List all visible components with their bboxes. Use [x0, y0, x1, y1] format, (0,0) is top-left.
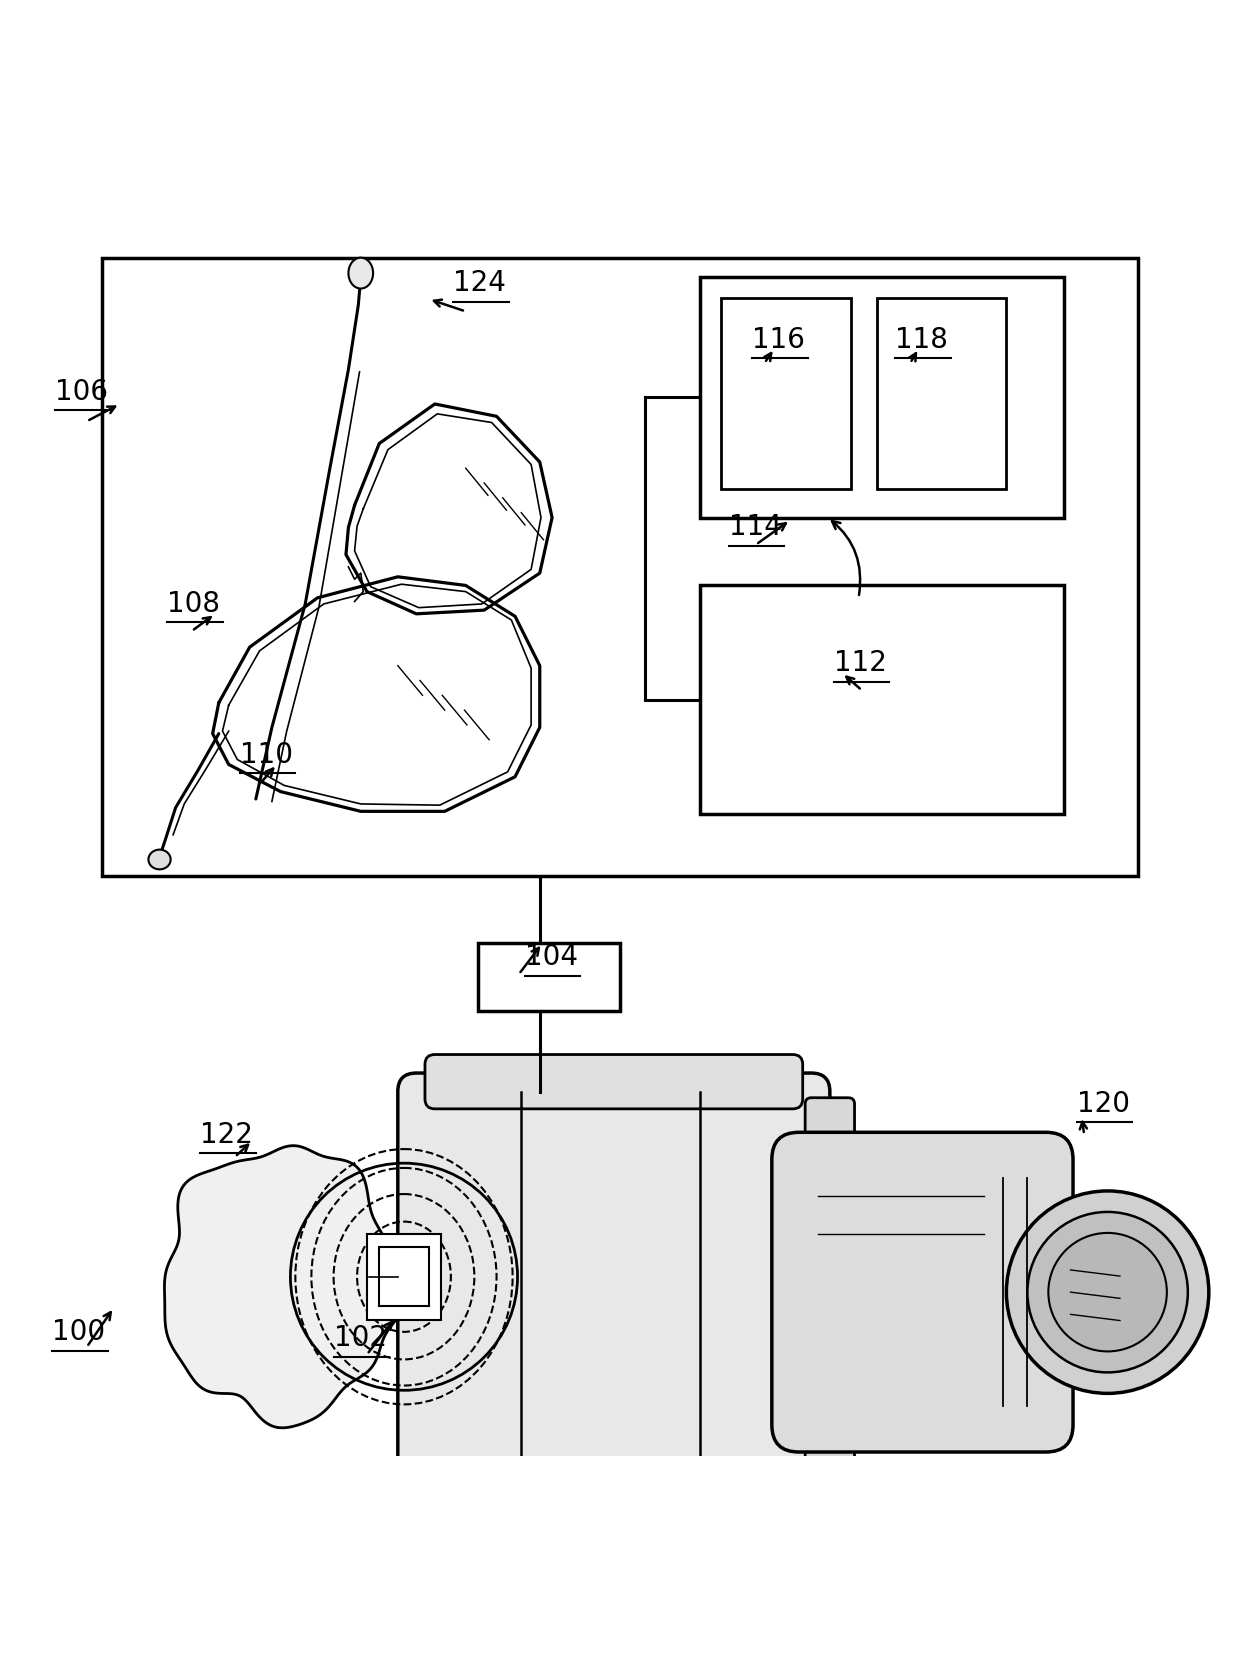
- Bar: [701, 585, 1064, 813]
- Bar: [527, 1622, 589, 1672]
- Text: 124: 124: [454, 268, 506, 297]
- FancyBboxPatch shape: [398, 1073, 830, 1640]
- Bar: [379, 1248, 429, 1306]
- Bar: [608, 1672, 701, 1677]
- FancyBboxPatch shape: [805, 1098, 854, 1617]
- Ellipse shape: [149, 850, 171, 869]
- Bar: [608, 1622, 670, 1672]
- Text: 114: 114: [729, 513, 781, 542]
- Bar: [102, 258, 1138, 875]
- Ellipse shape: [348, 258, 373, 288]
- Bar: [479, 944, 620, 1011]
- Text: 104: 104: [525, 942, 578, 971]
- Text: 110: 110: [239, 741, 293, 768]
- Text: 102: 102: [334, 1325, 387, 1352]
- Bar: [367, 1234, 441, 1320]
- Circle shape: [1048, 1233, 1167, 1352]
- Polygon shape: [165, 1145, 407, 1427]
- Text: 120: 120: [1076, 1090, 1130, 1119]
- Bar: [877, 299, 1007, 490]
- Text: 122: 122: [201, 1120, 253, 1149]
- Text: 100: 100: [52, 1318, 105, 1347]
- Text: 118: 118: [895, 325, 949, 354]
- Text: 116: 116: [753, 325, 805, 354]
- Text: 108: 108: [167, 590, 219, 617]
- Bar: [701, 277, 1064, 518]
- FancyBboxPatch shape: [771, 1132, 1073, 1452]
- Circle shape: [1007, 1191, 1209, 1394]
- Bar: [512, 1672, 605, 1677]
- FancyBboxPatch shape: [425, 1055, 802, 1108]
- Text: 112: 112: [833, 649, 887, 678]
- Bar: [722, 299, 851, 490]
- Circle shape: [1028, 1212, 1188, 1372]
- Text: 106: 106: [55, 377, 108, 406]
